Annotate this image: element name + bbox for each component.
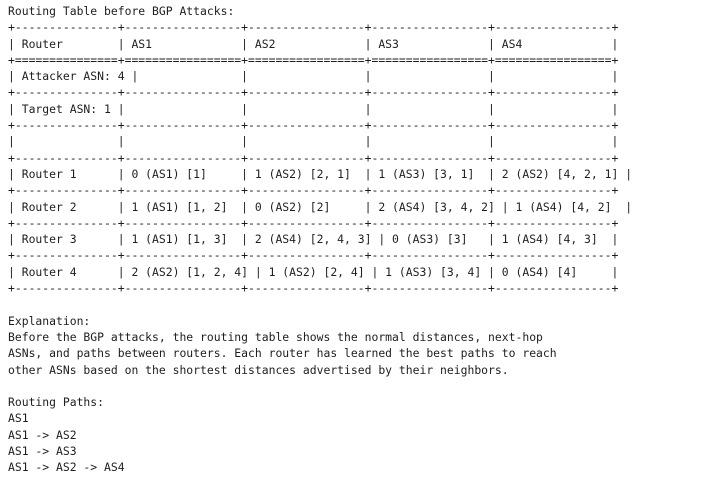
table-border-top: +---------------+-----------------+-----… [8,20,619,35]
table-border: +---------------+-----------------+-----… [8,150,619,165]
routing-path-2: AS1 -> AS2 [8,427,77,442]
table-row-router-2: | Router 2 | 1 (AS1) [1, 2] | 0 (AS2) [2… [8,199,633,214]
routing-path-1: AS1 [8,411,29,426]
routing-path-3: AS1 -> AS3 [8,444,77,459]
table-row-router-4: | Router 4 | 2 (AS2) [1, 2, 4] | 1 (AS2)… [8,264,619,279]
routing-paths-heading: Routing Paths: [8,395,105,410]
explanation-text-line-2: ASNs, and paths between routers. Each ro… [8,346,557,361]
table-border-bottom: +---------------+-----------------+-----… [8,281,619,296]
table-border: +---------------+-----------------+-----… [8,183,619,198]
blank-line [8,378,632,394]
table-border: +---------------+-----------------+-----… [8,215,619,230]
blank-line [8,296,632,312]
table-border: +---------------+-----------------+-----… [8,118,619,133]
table-header-row: | Router | AS1 | AS2 | AS3 | AS4 | [8,36,619,51]
routing-path-4: AS1 -> AS2 -> AS4 [8,460,125,475]
table-row-empty: | | | | | | [8,134,619,149]
explanation-text-line-3: other ASNs based on the shortest distanc… [8,362,509,377]
table-border: +---------------+-----------------+-----… [8,85,619,100]
explanation-heading: Explanation: [8,313,91,328]
table-header-separator: +===============+=================+=====… [8,52,619,67]
explanation-text-line-1: Before the BGP attacks, the routing tabl… [8,329,543,344]
output-title: Routing Table before BGP Attacks: [8,4,235,18]
table-row-target: | Target ASN: 1 | | | | | [8,101,619,116]
table-row-router-1: | Router 1 | 0 (AS1) [1] | 1 (AS2) [2, 1… [8,166,633,181]
table-border: +---------------+-----------------+-----… [8,248,619,263]
table-row-attacker: | Attacker ASN: 4 | | | | | [8,69,619,84]
terminal-output: Routing Table before BGP Attacks: +------… [8,3,632,476]
table-row-router-3: | Router 3 | 1 (AS1) [1, 3] | 2 (AS4) [2… [8,232,619,247]
